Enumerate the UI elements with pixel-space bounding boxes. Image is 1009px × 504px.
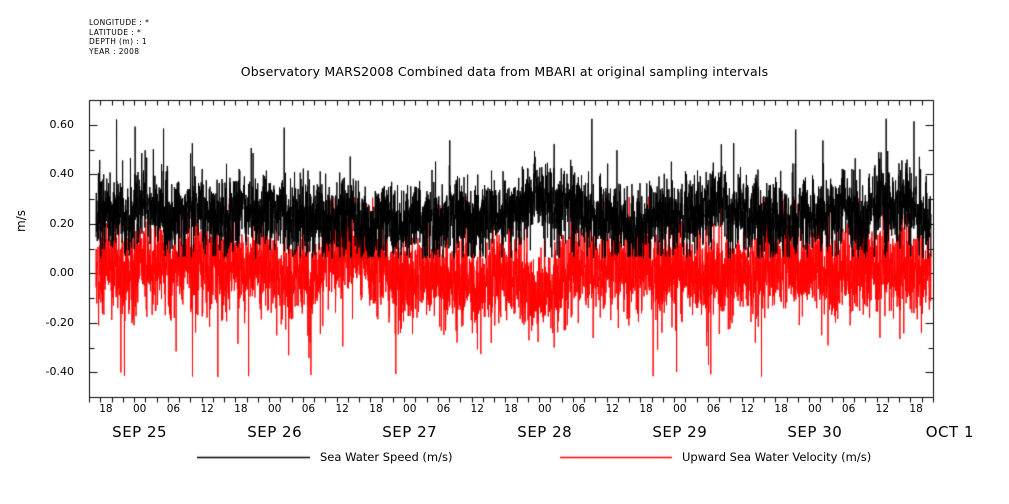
- x-axis-hour-label: 06: [301, 403, 316, 415]
- x-axis-hour-label: 12: [740, 403, 754, 415]
- x-axis-hour-label: 18: [639, 403, 653, 415]
- x-axis-hour-label: 18: [234, 403, 248, 415]
- y-axis-tick-label: 0.60: [49, 117, 75, 131]
- x-axis-hour-label: 18: [369, 403, 383, 415]
- y-axis-tick-label: -0.40: [45, 365, 74, 379]
- x-axis-hour-label: 00: [132, 403, 147, 415]
- x-axis-hour-label: 00: [403, 403, 417, 415]
- y-axis-tick-label: 0.40: [49, 167, 75, 181]
- x-axis-date-label: SEP 29: [652, 423, 708, 441]
- x-axis-hour-label: 00: [267, 403, 282, 415]
- x-axis-date-label: SEP 30: [787, 423, 843, 441]
- x-axis-hour-label: 06: [841, 403, 856, 415]
- legend-label: Upward Sea Water Velocity (m/s): [682, 450, 872, 464]
- y-axis-tick-label: -0.20: [45, 315, 74, 329]
- legend-label: Sea Water Speed (m/s): [320, 450, 453, 464]
- y-axis-tick-label: 0.20: [49, 216, 75, 230]
- x-axis-hour-label: 06: [166, 403, 181, 415]
- x-axis-date-label: SEP 28: [517, 423, 573, 441]
- x-axis-date-label: SEP 26: [247, 423, 303, 441]
- x-axis-date-label: SEP 27: [382, 423, 438, 441]
- x-axis-hour-label: 00: [808, 403, 822, 415]
- x-axis-hour-label: 12: [605, 403, 619, 415]
- x-axis-hour-label: 12: [200, 403, 214, 415]
- x-axis-hour-label: 12: [335, 403, 349, 415]
- x-axis-hour-label: 18: [99, 403, 113, 415]
- x-axis-date-label: OCT 1: [925, 423, 974, 441]
- x-axis-hour-label: 06: [436, 403, 451, 415]
- x-axis-hour-label: 00: [538, 403, 552, 415]
- x-axis-hour-label: 00: [673, 403, 687, 415]
- x-axis-hour-label: 06: [571, 403, 586, 415]
- x-axis-hour-label: 12: [470, 403, 484, 415]
- x-axis-hour-label: 06: [706, 403, 721, 415]
- x-axis-hour-label: 12: [875, 403, 890, 415]
- y-axis-tick-label: 0.00: [49, 266, 75, 280]
- x-axis-hour-label: 18: [909, 403, 923, 415]
- x-axis-hour-label: 18: [504, 403, 518, 415]
- x-axis-date-label: SEP 25: [112, 423, 168, 441]
- x-axis-hour-label: 18: [774, 403, 788, 415]
